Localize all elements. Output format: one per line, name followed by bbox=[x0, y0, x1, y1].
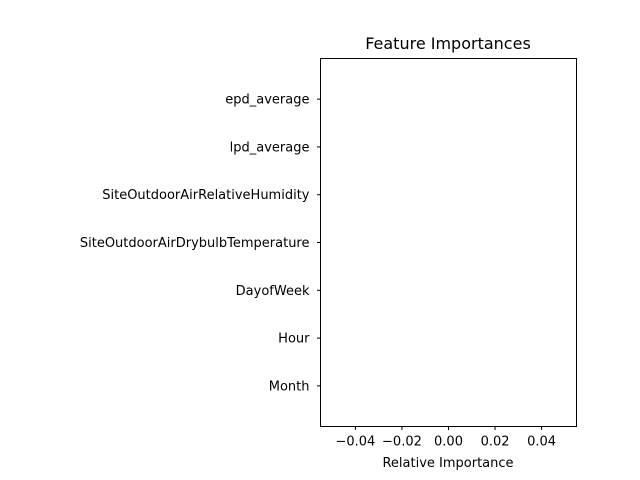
x-tick-label: 0.02 bbox=[481, 435, 510, 450]
y-tick-label: SiteOutdoorAirDrybulbTemperature bbox=[80, 236, 310, 251]
y-tick-label: epd_average bbox=[225, 93, 309, 108]
y-tick-label: SiteOutdoorAirRelativeHumidity bbox=[102, 188, 310, 203]
x-tick-label: −0.04 bbox=[335, 435, 375, 450]
chart-title: Feature Importances bbox=[365, 34, 531, 53]
y-tick-label: Hour bbox=[278, 332, 310, 347]
x-axis-label: Relative Importance bbox=[382, 456, 513, 471]
x-tick-label: −0.02 bbox=[382, 435, 422, 450]
x-tick-label: 0.04 bbox=[527, 435, 556, 450]
y-tick-label: lpd_average bbox=[230, 140, 310, 155]
y-tick-label: DayofWeek bbox=[236, 284, 310, 299]
y-tick-label: Month bbox=[269, 379, 310, 394]
plot-frame bbox=[320, 58, 577, 427]
x-tick-label: 0.00 bbox=[434, 435, 463, 450]
